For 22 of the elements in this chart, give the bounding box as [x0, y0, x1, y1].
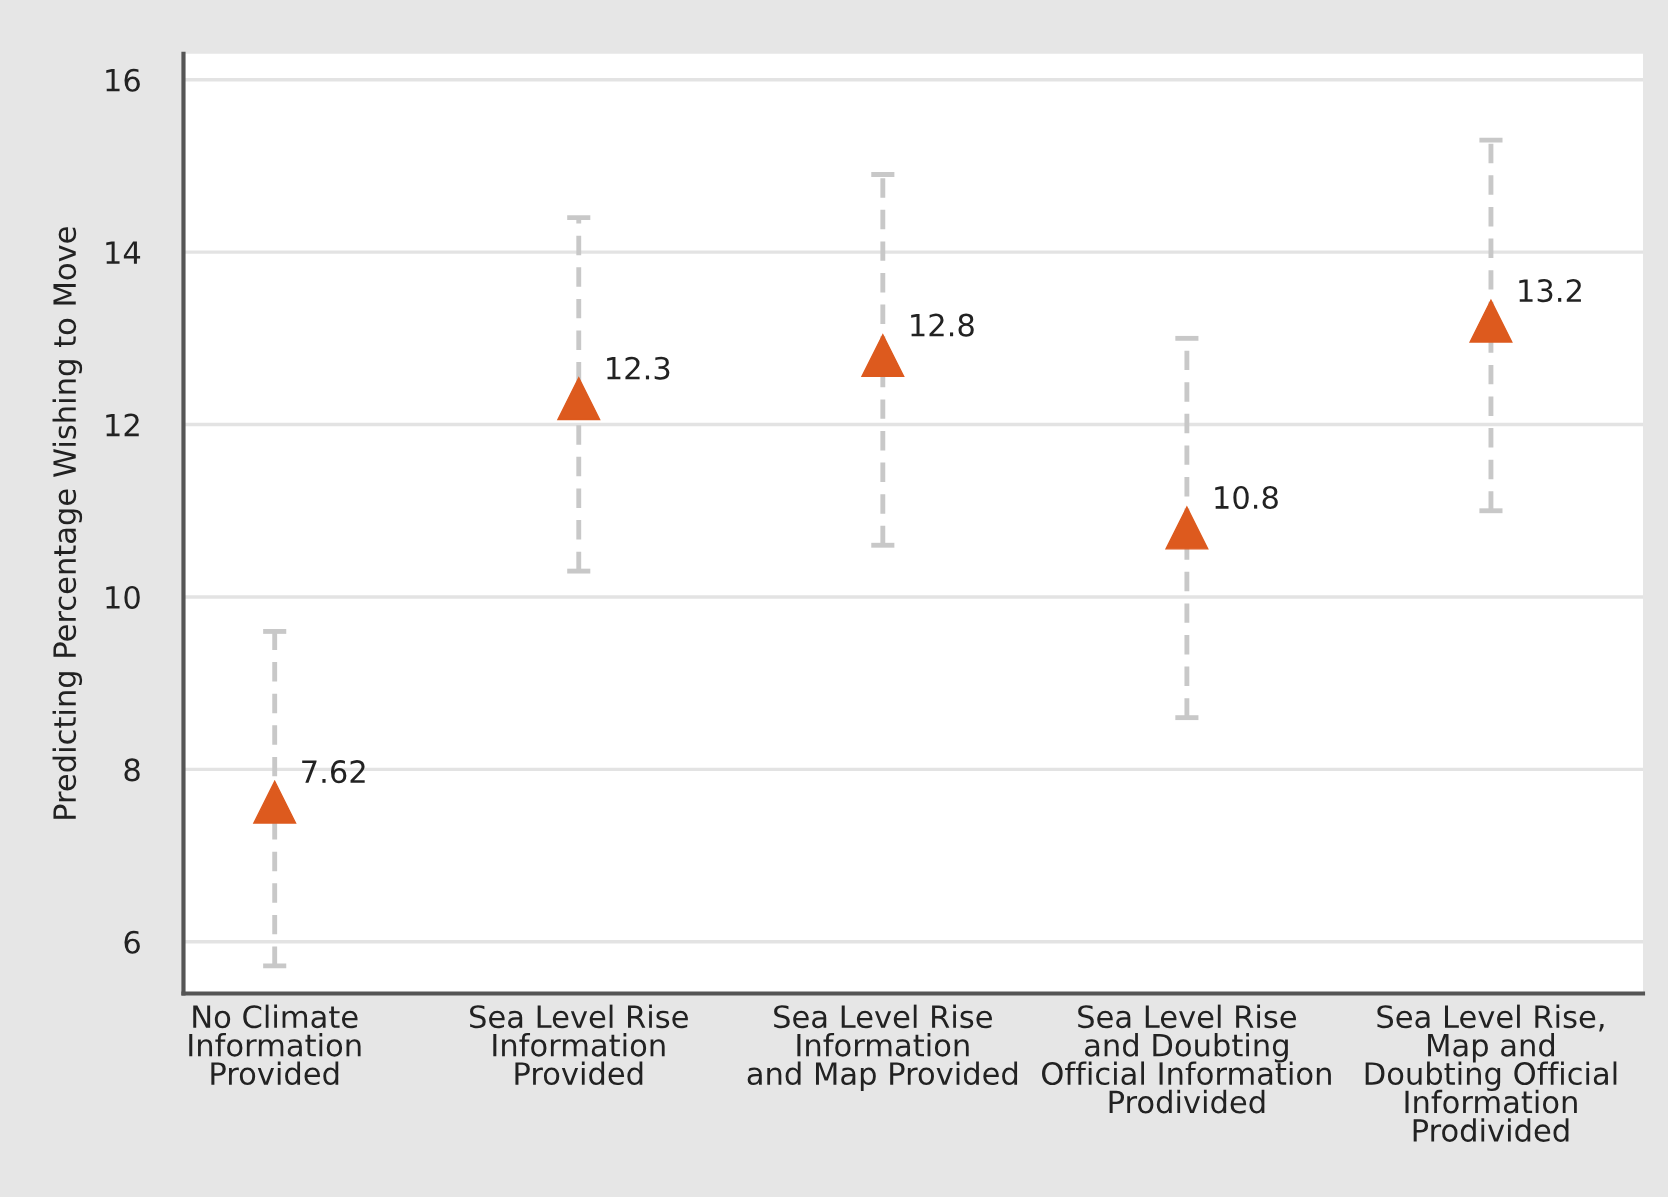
x-tick-label: Sea Level Rise, Map and Doubting Official Information Prodivided [1365, 1004, 1617, 1142]
y-axis-title: Predicting Percentage Wishing to Move [52, 227, 83, 819]
y-tick-label: 10 [106, 585, 140, 610]
data-label: 12.8 [911, 313, 974, 337]
point [1469, 299, 1513, 343]
point [253, 780, 297, 824]
data-label: 10.8 [1215, 485, 1278, 510]
data-label: 13.2 [1519, 279, 1581, 303]
y-tick-label: 12 [106, 413, 139, 437]
y-tick-label: 6 [124, 930, 140, 954]
y-tick-label: 8 [124, 758, 140, 782]
y-tick-label: 14 [106, 241, 141, 264]
x-tick-label: Sea Level Rise and Doubting Official Information Prodivided [1042, 1004, 1331, 1114]
point [1165, 506, 1209, 550]
point [861, 334, 905, 378]
x-tick-label: Sea Level Rise Information Provided [470, 1004, 688, 1086]
data-label: 7.62 [302, 760, 365, 784]
data-label: 12.3 [607, 356, 670, 380]
y-tick-label: 16 [106, 68, 140, 92]
point [557, 377, 601, 421]
x-tick-label: No Climate Information Provided [189, 1004, 361, 1086]
x-tick-label: Sea Level Rise Information and Map Provided [747, 1004, 1018, 1092]
